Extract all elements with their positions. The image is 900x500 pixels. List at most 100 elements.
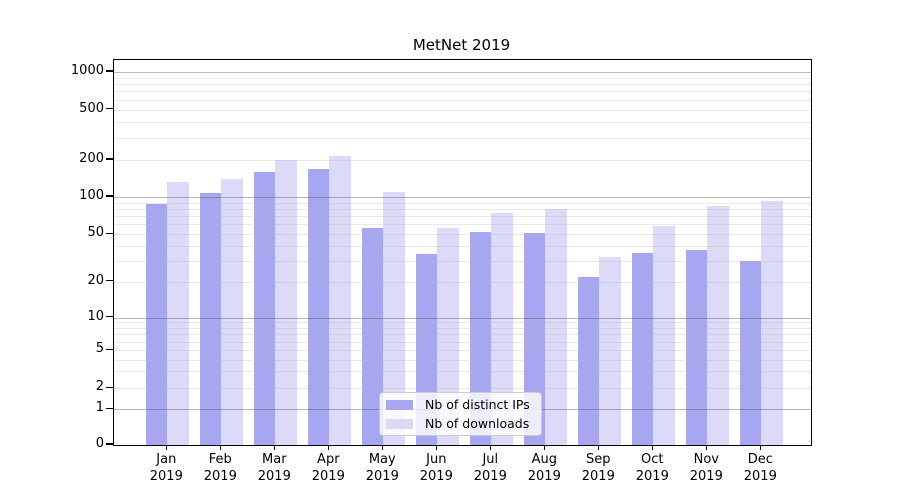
x-tick-mark bbox=[759, 445, 761, 450]
bar-distinct-ips-may bbox=[361, 228, 384, 445]
x-tick-month: May bbox=[368, 452, 396, 467]
y-tick-label: 500 bbox=[79, 100, 104, 116]
x-tick-label: Oct 2019 bbox=[622, 451, 682, 485]
x-tick-month: Mar bbox=[262, 452, 287, 467]
x-tick-label: Jun 2019 bbox=[406, 451, 466, 485]
x-tick-year: 2019 bbox=[635, 469, 669, 484]
y-tick-mark bbox=[106, 108, 113, 110]
x-tick-year: 2019 bbox=[689, 469, 723, 484]
x-tick-month: Dec bbox=[747, 452, 773, 467]
x-tick-label: Sep 2019 bbox=[568, 451, 628, 485]
x-tick-year: 2019 bbox=[365, 469, 399, 484]
y-tick-mark bbox=[106, 386, 113, 388]
bar-distinct-ips-sep bbox=[577, 276, 600, 445]
y-tick-mark bbox=[106, 70, 113, 72]
y-tick-label: 100 bbox=[79, 188, 104, 203]
x-tick-year: 2019 bbox=[527, 469, 561, 484]
legend-item-distinct-ips: Nb of distinct IPs bbox=[386, 397, 541, 412]
x-tick-year: 2019 bbox=[257, 469, 291, 484]
x-tick-month: Nov bbox=[693, 452, 719, 467]
bar-downloads-oct bbox=[653, 226, 675, 445]
y-tick-label: 5 bbox=[95, 341, 104, 357]
bar-downloads-aug bbox=[545, 209, 567, 445]
bar-distinct-ips-dec bbox=[739, 260, 762, 445]
y-tick-label: 200 bbox=[79, 151, 104, 166]
x-tick-mark bbox=[489, 445, 491, 450]
x-tick-mark bbox=[705, 445, 707, 450]
bar-distinct-ips-oct bbox=[631, 252, 654, 445]
bar-downloads-dec bbox=[761, 201, 783, 445]
y-tick-label: 1 bbox=[95, 400, 104, 416]
y-tick-mark bbox=[106, 443, 113, 445]
x-tick-mark bbox=[327, 445, 329, 450]
bar-downloads-may bbox=[383, 191, 405, 445]
y-tick-mark bbox=[106, 195, 113, 197]
y-tick-mark bbox=[106, 280, 113, 282]
x-tick-label: Nov 2019 bbox=[676, 451, 736, 485]
bar-distinct-ips-jan bbox=[145, 203, 168, 445]
y-tick-mark bbox=[106, 232, 113, 234]
plot-area: Nb of distinct IPs Nb of downloads bbox=[113, 59, 812, 446]
y-tick-label: 1000 bbox=[70, 63, 104, 78]
y-tick-label: 0 bbox=[95, 436, 104, 451]
bar-downloads-apr bbox=[329, 156, 351, 445]
bar-downloads-feb bbox=[221, 179, 243, 445]
bar-distinct-ips-nov bbox=[685, 249, 708, 445]
x-tick-year: 2019 bbox=[581, 469, 615, 484]
x-tick-year: 2019 bbox=[473, 469, 507, 484]
x-tick-month: Apr bbox=[317, 452, 340, 467]
x-tick-month: Feb bbox=[208, 452, 232, 467]
bar-distinct-ips-feb bbox=[199, 192, 222, 445]
x-tick-month: Jan bbox=[156, 452, 177, 467]
x-tick-year: 2019 bbox=[419, 469, 453, 484]
legend-label-distinct-ips: Nb of distinct IPs bbox=[425, 397, 530, 412]
x-tick-label: Feb 2019 bbox=[190, 451, 250, 485]
x-tick-year: 2019 bbox=[743, 469, 777, 484]
bar-distinct-ips-jul bbox=[469, 232, 492, 445]
x-tick-label: Dec 2019 bbox=[730, 451, 790, 485]
bar-downloads-sep bbox=[599, 257, 621, 445]
x-tick-label: Jul 2019 bbox=[460, 451, 520, 485]
y-tick-mark bbox=[106, 348, 113, 350]
x-tick-mark bbox=[597, 445, 599, 450]
x-tick-mark bbox=[273, 445, 275, 450]
bar-downloads-jan bbox=[167, 182, 189, 445]
x-tick-label: Apr 2019 bbox=[298, 451, 358, 485]
x-tick-month: Jun bbox=[426, 452, 447, 467]
y-tick-mark bbox=[106, 407, 113, 409]
y-tick-label: 50 bbox=[87, 225, 104, 241]
y-tick-label: 10 bbox=[87, 308, 104, 324]
x-tick-year: 2019 bbox=[149, 469, 183, 484]
x-tick-mark bbox=[651, 445, 653, 450]
x-tick-label: Jan 2019 bbox=[136, 451, 196, 485]
y-tick-mark bbox=[106, 158, 113, 160]
x-tick-month: Sep bbox=[586, 452, 611, 467]
bar-distinct-ips-apr bbox=[307, 168, 330, 445]
legend: Nb of distinct IPs Nb of downloads bbox=[379, 392, 542, 436]
x-tick-month: Aug bbox=[531, 452, 557, 467]
x-tick-month: Jul bbox=[482, 452, 499, 467]
x-tick-mark bbox=[543, 445, 545, 450]
x-tick-label: Mar 2019 bbox=[244, 451, 304, 485]
legend-label-downloads: Nb of downloads bbox=[425, 416, 530, 431]
bar-downloads-jul bbox=[491, 213, 513, 445]
y-tick-mark bbox=[106, 315, 113, 318]
x-tick-mark bbox=[435, 445, 437, 450]
bars-layer bbox=[114, 60, 811, 445]
x-tick-label: May 2019 bbox=[352, 451, 412, 485]
x-tick-year: 2019 bbox=[311, 469, 345, 484]
bar-downloads-nov bbox=[707, 205, 729, 445]
x-tick-mark bbox=[381, 445, 383, 450]
y-tick-label: 2 bbox=[95, 379, 104, 395]
x-tick-mark bbox=[219, 445, 221, 450]
x-tick-label: Aug 2019 bbox=[514, 451, 574, 485]
legend-item-downloads: Nb of downloads bbox=[386, 416, 541, 431]
x-tick-month: Oct bbox=[641, 452, 664, 467]
chart-title: MetNet 2019 bbox=[412, 36, 511, 54]
bar-downloads-jun bbox=[437, 228, 459, 445]
x-tick-year: 2019 bbox=[203, 469, 237, 484]
y-tick-label: 20 bbox=[87, 272, 104, 288]
bar-downloads-mar bbox=[275, 160, 297, 445]
x-tick-mark bbox=[165, 445, 167, 450]
bar-distinct-ips-mar bbox=[253, 171, 276, 445]
